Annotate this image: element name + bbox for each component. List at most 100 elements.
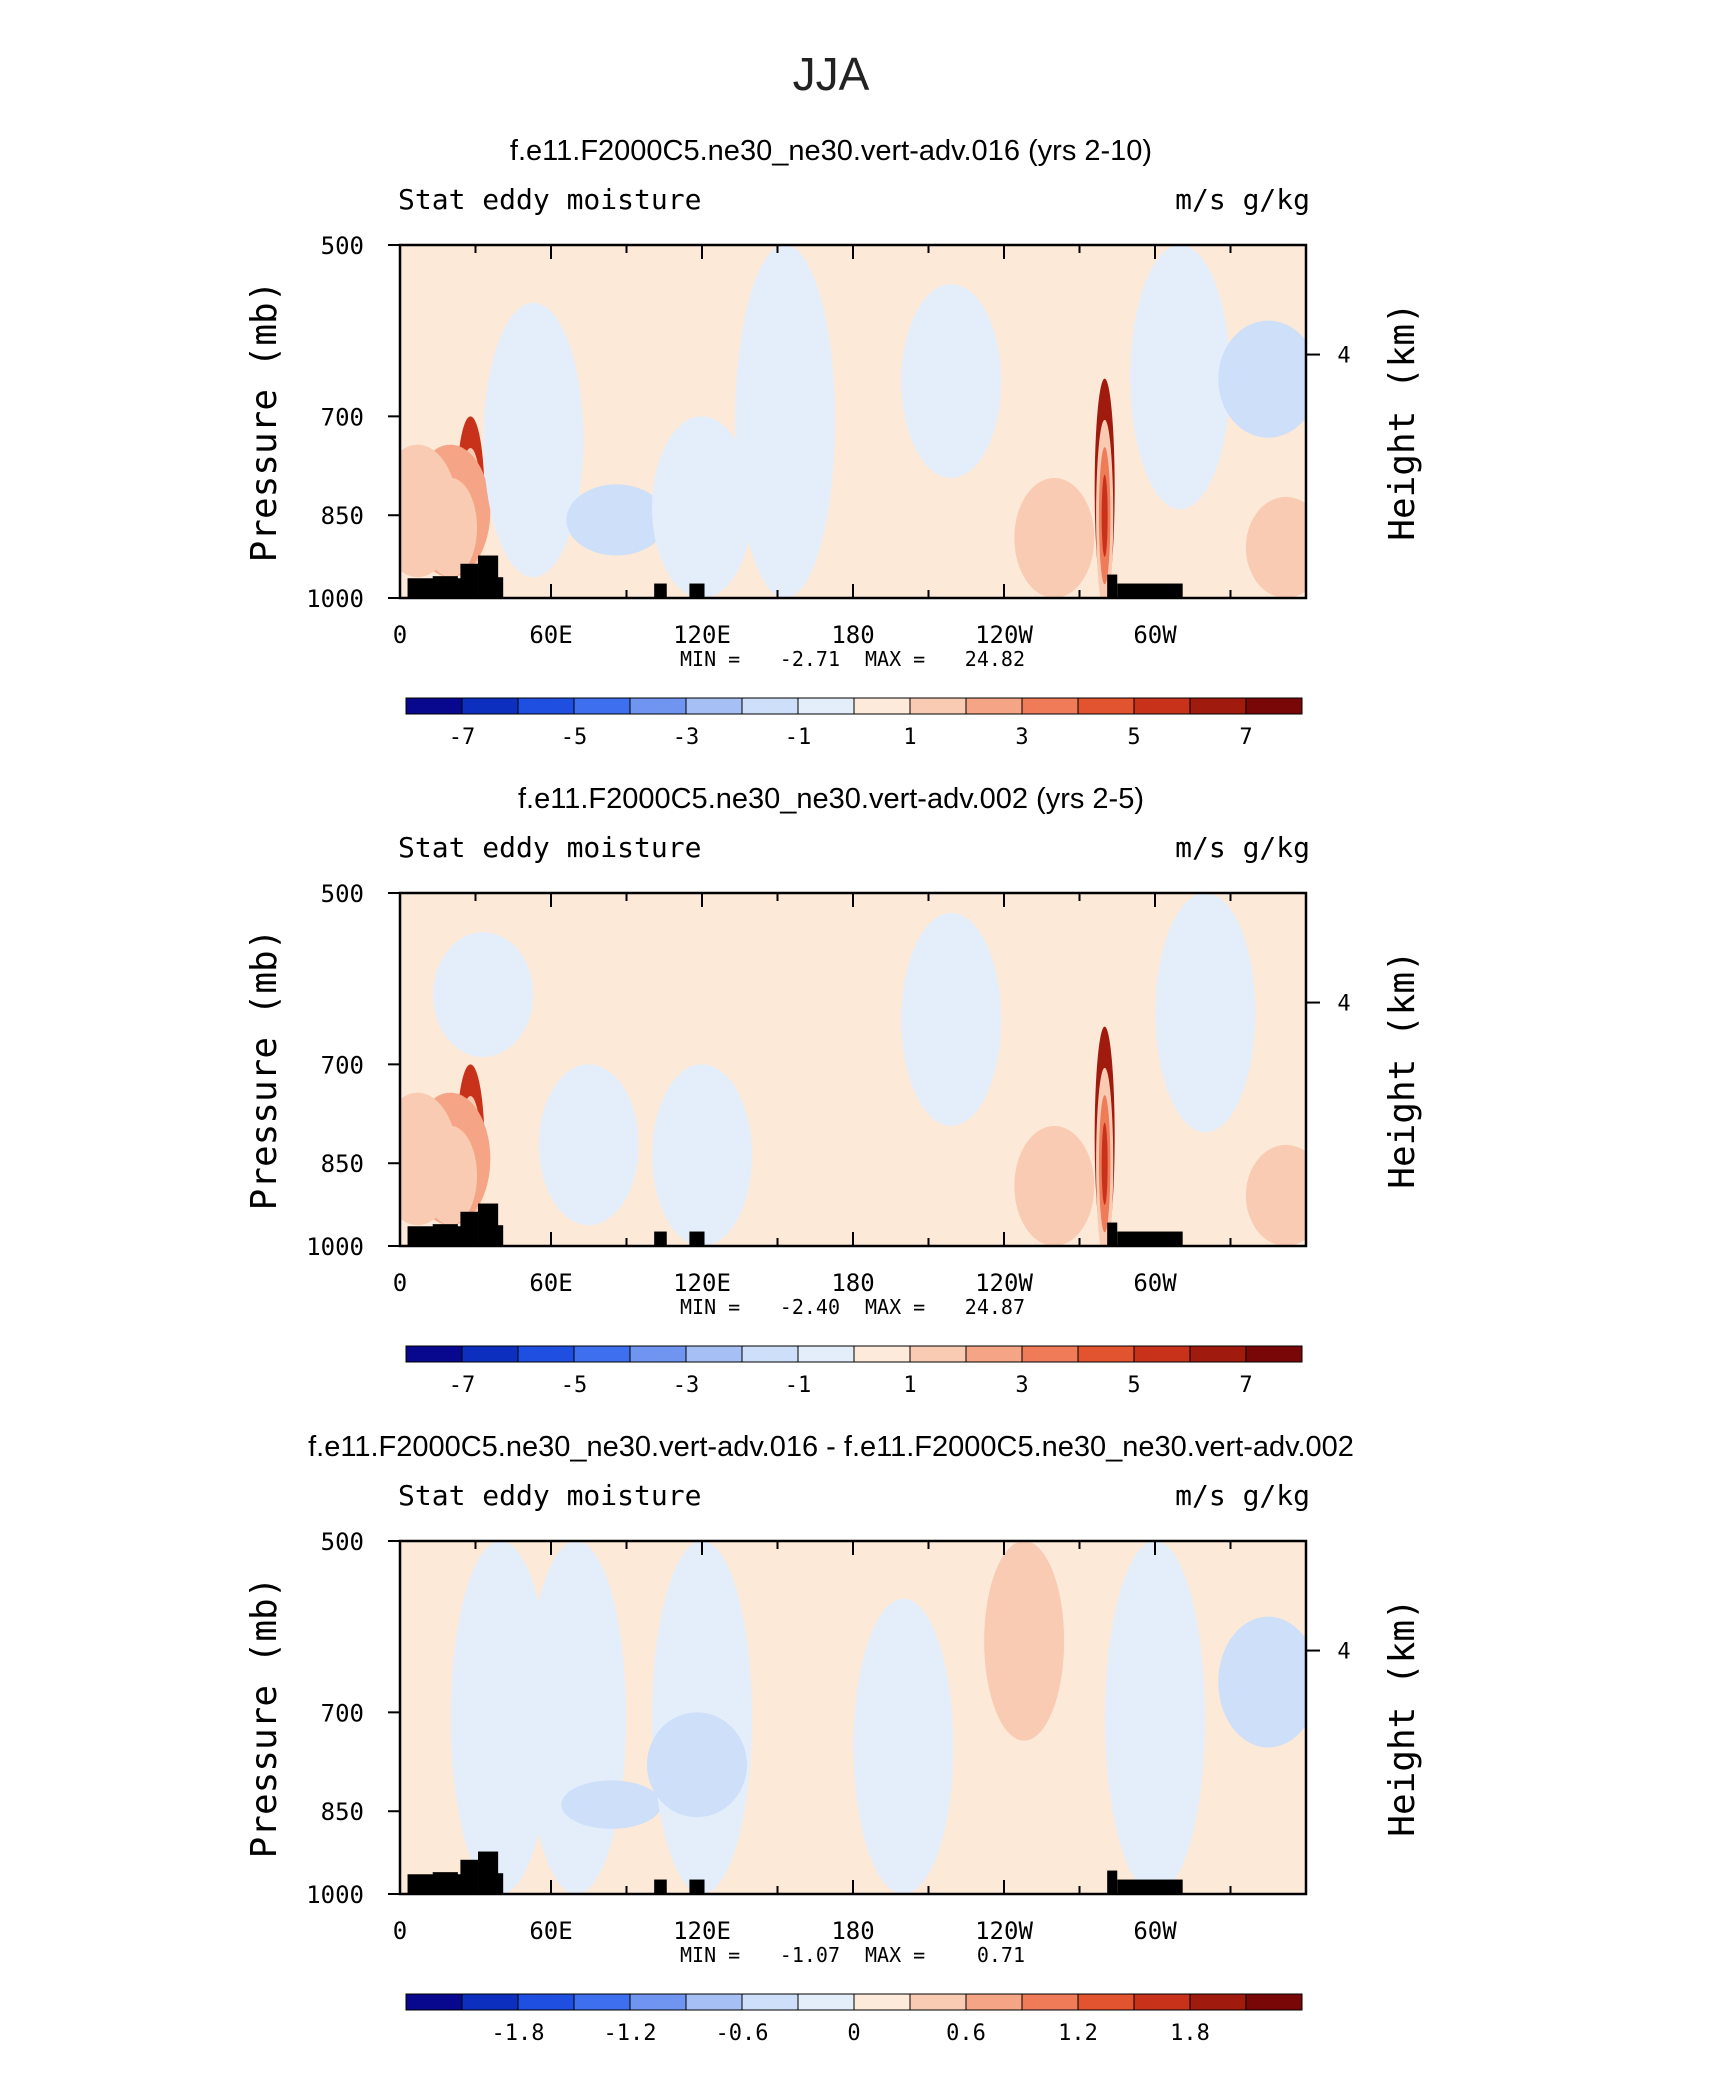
colorbar-box xyxy=(1189,697,1247,715)
y2-tick-label: 4 xyxy=(1337,1640,1350,1665)
y-tick-label: 500 xyxy=(321,880,364,908)
panel-title: f.e11.F2000C5.ne30_ne30.vert-adv.002 (yr… xyxy=(518,783,1144,815)
land-mask xyxy=(478,1203,499,1246)
field-feature xyxy=(1245,1144,1306,1246)
colorbar-box xyxy=(1077,1993,1135,2011)
colorbar-box xyxy=(853,697,911,715)
field-feature xyxy=(652,416,752,598)
land-mask xyxy=(654,1879,667,1894)
x-tick-label: 120W xyxy=(975,621,1033,649)
field-feature xyxy=(538,1064,639,1226)
land-mask xyxy=(1107,1870,1118,1894)
field-feature xyxy=(652,1064,752,1246)
colorbar-box xyxy=(909,697,967,715)
colorbar-box xyxy=(573,1345,631,1363)
colorbar-box xyxy=(909,1345,967,1363)
field-feature xyxy=(1218,320,1306,438)
panel-1: f.e11.F2000C5.ne30_ne30.vert-adv.016 (yr… xyxy=(244,135,1423,750)
field-feature xyxy=(483,302,584,578)
land-mask xyxy=(478,555,499,598)
x-tick-label: 180 xyxy=(831,1269,874,1297)
colorbar-box xyxy=(1021,697,1079,715)
colorbar-label: 5 xyxy=(1127,1373,1140,1398)
left-string: Stat eddy moisture xyxy=(398,831,701,864)
x-tick-label: 0 xyxy=(393,621,407,649)
field-feature xyxy=(735,245,836,598)
colorbar-label: 7 xyxy=(1239,1373,1252,1398)
colorbar-label: -3 xyxy=(673,725,700,750)
colorbar-box xyxy=(629,1993,687,2011)
field-feature xyxy=(901,912,1002,1126)
land-mask xyxy=(432,1872,458,1894)
land-mask xyxy=(495,1225,504,1246)
land-mask xyxy=(1117,1879,1183,1894)
colorbar-box xyxy=(517,697,575,715)
x-tick-label: 60W xyxy=(1133,621,1177,649)
field-feature xyxy=(1105,1541,1205,1894)
field-feature xyxy=(853,1598,954,1894)
y2-axis-label: Height (km) xyxy=(1382,302,1423,540)
field-feature-core xyxy=(1101,474,1108,557)
colorbar-label: -1.8 xyxy=(492,2021,545,2046)
right-string: m/s g/kg xyxy=(1175,183,1310,216)
colorbar-box xyxy=(741,697,799,715)
x-tick-label: 60W xyxy=(1133,1917,1177,1945)
land-mask xyxy=(654,583,667,598)
right-string: m/s g/kg xyxy=(1175,1479,1310,1512)
land-mask xyxy=(460,1859,479,1894)
colorbar-box xyxy=(797,1345,855,1363)
field-layer xyxy=(400,1541,1306,1894)
colorbar-box xyxy=(853,1345,911,1363)
field-feature xyxy=(450,1541,551,1894)
colorbar-box xyxy=(573,1993,631,2011)
field-feature xyxy=(400,1092,458,1226)
colorbar-box xyxy=(405,1993,463,2011)
panel-2: f.e11.F2000C5.ne30_ne30.vert-adv.002 (yr… xyxy=(244,783,1423,1398)
x-tick-label: 60E xyxy=(529,621,572,649)
field-layer xyxy=(400,893,1306,1246)
x-tick-label: 120W xyxy=(975,1269,1033,1297)
colorbar-label: 3 xyxy=(1015,1373,1028,1398)
field-feature-core xyxy=(1101,1122,1108,1205)
colorbar-label: 1.8 xyxy=(1170,2021,1210,2046)
colorbar-label: -7 xyxy=(449,1373,476,1398)
x-tick-label: 60E xyxy=(529,1269,572,1297)
field-feature xyxy=(901,284,1002,478)
land-mask xyxy=(1107,574,1118,598)
y-tick-label: 700 xyxy=(321,1699,364,1727)
x-tick-label: 120W xyxy=(975,1917,1033,1945)
colorbar-label: -0.6 xyxy=(716,2021,769,2046)
y-tick-label: 500 xyxy=(321,232,364,260)
colorbar-label: 0 xyxy=(847,2021,860,2046)
colorbar-box xyxy=(405,697,463,715)
colorbar-box xyxy=(685,697,743,715)
min-label: MIN = xyxy=(680,1295,740,1319)
field-feature xyxy=(433,932,534,1058)
colorbar-box xyxy=(1245,1345,1303,1363)
colorbar-label: 1.2 xyxy=(1058,2021,1098,2046)
min-label: MIN = xyxy=(680,1943,740,1967)
colorbar-box xyxy=(629,697,687,715)
y2-axis-label: Height (km) xyxy=(1382,950,1423,1188)
field-feature xyxy=(1014,477,1095,598)
colorbar-box xyxy=(965,1993,1023,2011)
colorbar-box xyxy=(685,1345,743,1363)
land-mask xyxy=(495,577,504,598)
field-feature xyxy=(561,1780,662,1829)
y2-axis-label: Height (km) xyxy=(1382,1598,1423,1836)
colorbar-box xyxy=(853,1993,911,2011)
min-value: -2.71 xyxy=(780,647,840,671)
colorbar-box xyxy=(1245,697,1303,715)
colorbar-box xyxy=(965,1345,1023,1363)
field-feature xyxy=(1245,496,1306,598)
colorbar-box xyxy=(629,1345,687,1363)
land-mask xyxy=(689,1231,705,1246)
min-value: -1.07 xyxy=(780,1943,840,1967)
land-mask xyxy=(1117,1231,1183,1246)
colorbar-box xyxy=(965,697,1023,715)
land-mask xyxy=(1117,583,1183,598)
y-tick-label: 700 xyxy=(321,403,364,431)
field-feature xyxy=(526,1541,627,1894)
y-tick-label: 700 xyxy=(321,1051,364,1079)
x-tick-label: 0 xyxy=(393,1269,407,1297)
